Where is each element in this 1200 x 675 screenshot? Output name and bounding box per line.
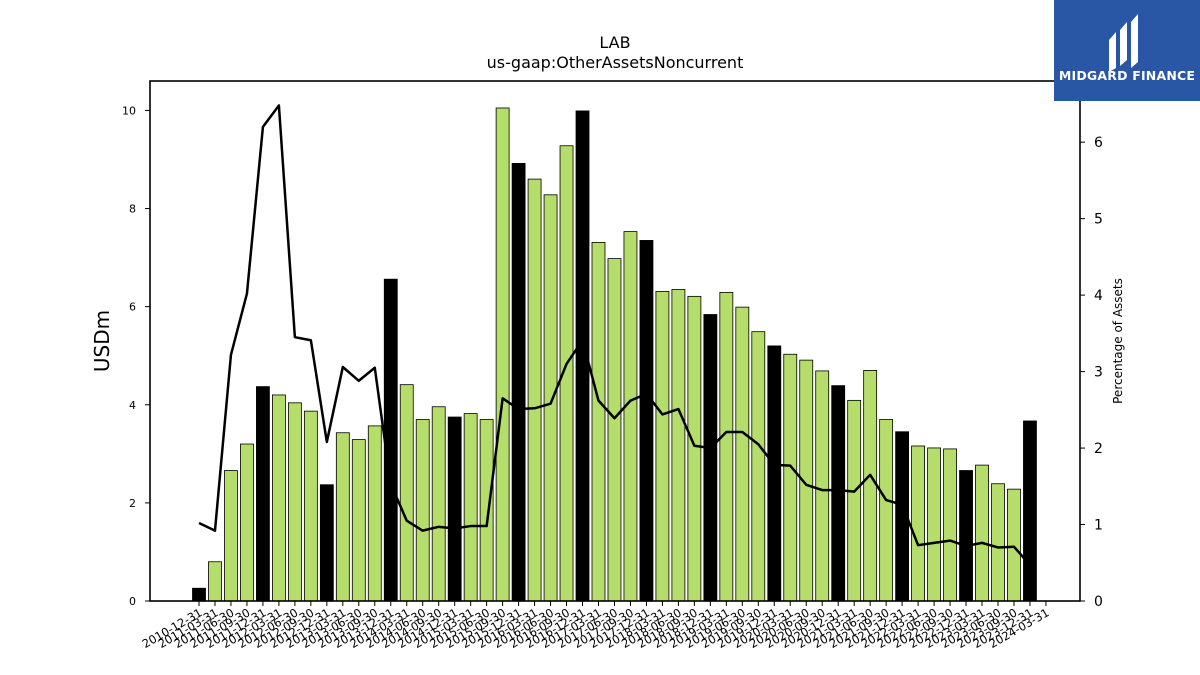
bar [224, 470, 238, 602]
bar [256, 386, 270, 602]
bar [527, 178, 542, 602]
bar [495, 107, 510, 602]
bar [815, 370, 830, 602]
bar [719, 292, 734, 602]
chart-subtitle: us-gaap:OtherAssetsNoncurrent [487, 53, 744, 72]
bar [463, 413, 478, 602]
bar [192, 587, 206, 602]
bar [607, 258, 622, 602]
bar [383, 278, 398, 602]
bar [287, 402, 302, 602]
y-tick-label: 8 [129, 203, 136, 216]
logo-text: MIDGARD FINANCE [1058, 68, 1196, 83]
bar [863, 370, 878, 602]
y-tick-label: 10 [122, 104, 136, 117]
bar [703, 314, 718, 602]
bar [767, 345, 782, 602]
plot-frame [149, 80, 1081, 602]
bar [671, 289, 686, 602]
bar [991, 483, 1005, 602]
y-tick-label: 6 [129, 301, 136, 314]
y-tick-label: 2 [129, 497, 136, 510]
bar [208, 561, 222, 602]
bar [271, 394, 286, 602]
bar [879, 419, 894, 602]
y2-tick-label: 6 [1094, 135, 1103, 151]
bar [543, 194, 558, 602]
line-series [198, 104, 1031, 566]
line-path [198, 104, 1031, 566]
logo-mark-icon [1109, 14, 1138, 72]
bar [655, 291, 670, 602]
bar [431, 406, 446, 602]
y-tick-label: 0 [129, 595, 136, 608]
bar [943, 448, 957, 602]
y2-tick-label: 3 [1094, 365, 1103, 381]
bar [911, 445, 925, 602]
bar [367, 425, 382, 602]
bar [319, 484, 334, 602]
bar [447, 416, 462, 602]
bar [303, 410, 318, 602]
bar [783, 353, 798, 602]
y-axis-right: 0 1 2 3 4 5 6 [1080, 135, 1103, 610]
y2-axis-label: Percentage of Assets [1111, 278, 1125, 404]
bar [1007, 488, 1021, 602]
y2-tick-label: 1 [1094, 518, 1103, 534]
bar [623, 231, 638, 602]
y2-tick-label: 2 [1094, 441, 1103, 457]
y-tick-label: 4 [129, 399, 136, 412]
y2-tick-label: 4 [1094, 288, 1103, 304]
bar [751, 331, 766, 602]
y2-tick-label: 0 [1094, 594, 1103, 610]
bar [399, 384, 414, 602]
logo: MIDGARD FINANCE [1054, 0, 1200, 101]
bar [975, 464, 989, 602]
x-axis: 2010-12-312011-03-312011-06-302011-09-30… [140, 601, 1051, 651]
bar [687, 295, 702, 602]
bar [591, 241, 606, 602]
bar [831, 385, 846, 602]
chart-title: LAB [599, 33, 630, 52]
bar [1023, 420, 1037, 602]
y-axis-label: USDm [90, 310, 114, 372]
bar [735, 306, 750, 602]
bar [415, 419, 430, 602]
bar [927, 447, 941, 602]
bar [240, 443, 254, 602]
y2-tick-label: 5 [1094, 212, 1103, 228]
bar [847, 399, 862, 602]
bar [351, 439, 366, 602]
bar [335, 432, 350, 602]
bar [639, 240, 654, 602]
bar [511, 163, 526, 602]
bar [959, 470, 973, 602]
y-axis-left: 0 2 4 6 8 10 [122, 104, 150, 608]
bar [479, 419, 494, 602]
